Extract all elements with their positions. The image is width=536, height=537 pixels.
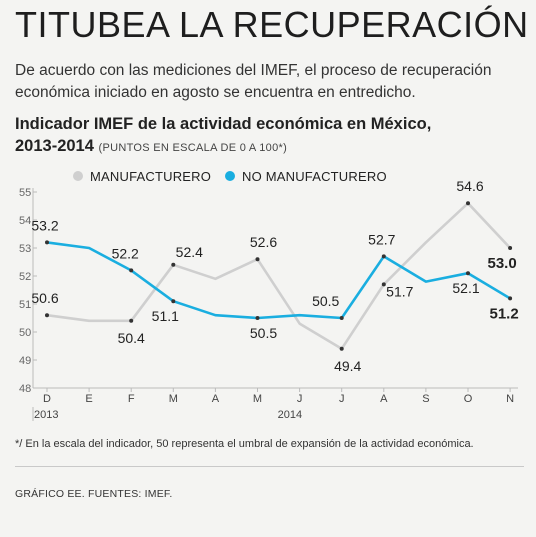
data-label: 51.2: [489, 305, 518, 322]
data-label: 51.1: [152, 308, 179, 324]
data-point: [466, 271, 470, 276]
data-point: [171, 299, 176, 304]
source-credit: GRÁFICO EE. FUENTES: IMEF.: [15, 488, 173, 500]
data-point: [381, 282, 386, 287]
data-point: [339, 316, 344, 320]
data-label: 53.2: [31, 217, 58, 233]
data-label: 52.1: [452, 280, 479, 296]
data-label: 51.7: [386, 283, 413, 299]
data-point: [171, 262, 176, 267]
y-tick-label: 55: [19, 187, 31, 199]
data-label: 50.4: [118, 330, 145, 346]
x-tick-label: A: [380, 393, 388, 405]
x-tick-label: F: [128, 393, 135, 405]
data-label: 52.7: [368, 231, 395, 247]
data-label: 52.2: [112, 245, 139, 261]
year-label: 2014: [278, 409, 302, 421]
headline: TITUBEA LA RECUPERACIÓN: [15, 4, 529, 45]
year-label: 2013: [34, 409, 58, 421]
data-point: [255, 316, 260, 320]
data-point: [381, 254, 386, 259]
x-tick-label: E: [85, 393, 92, 405]
x-tick-label: D: [43, 393, 51, 405]
legend-swatch: [225, 171, 235, 181]
data-label: 53.0: [487, 255, 516, 272]
data-label: 50.5: [312, 293, 339, 309]
chart-title-years: 2013-2014: [15, 137, 94, 155]
y-tick-label: 54: [19, 215, 31, 227]
y-tick-label: 50: [19, 327, 31, 339]
legend-swatch: [73, 171, 83, 181]
data-point: [466, 201, 470, 206]
data-point: [508, 296, 513, 301]
x-tick-label: M: [169, 393, 178, 405]
legend-label: NO MANUFACTURERO: [242, 169, 387, 184]
chart-title-note: (PUNTOS EN ESCALA DE 0 A 100*): [98, 142, 288, 154]
data-label: 49.4: [334, 358, 361, 374]
legend-label: MANUFACTURERO: [90, 169, 211, 184]
divider: [15, 466, 524, 467]
chart-title-main: Indicador IMEF de la actividad económica…: [15, 115, 432, 133]
data-label: 54.6: [456, 178, 483, 194]
y-tick-label: 52: [19, 271, 31, 283]
x-tick-label: S: [422, 393, 429, 405]
y-tick-label: 49: [19, 355, 31, 367]
x-tick-label: A: [212, 393, 220, 405]
deck-text: De acuerdo con las mediciones del IMEF, …: [15, 62, 492, 101]
data-label: 50.5: [250, 325, 277, 341]
line-chart: 48 49 50 51 52 53 54 55 D E F M A M J J A S O N 2013 2014 MANU…: [19, 169, 519, 421]
chart-title: Indicador IMEF de la actividad económica…: [15, 113, 530, 159]
x-tick-label: M: [253, 393, 262, 405]
y-tick-label: 51: [19, 299, 31, 311]
x-tick-label: O: [464, 393, 473, 405]
y-tick-label: 53: [19, 243, 31, 255]
data-label: 52.4: [176, 244, 203, 260]
footnote: */ En la escala del indicador, 50 repres…: [15, 438, 474, 450]
data-point: [255, 257, 260, 262]
data-point: [508, 246, 513, 250]
data-point: [45, 313, 49, 318]
x-tick-label: N: [506, 393, 514, 405]
data-point: [129, 318, 134, 323]
series-line: [46, 241, 511, 320]
x-tick-label: J: [297, 393, 303, 405]
x-tick-label: J: [339, 393, 345, 405]
y-tick-label: 48: [19, 383, 31, 395]
data-point: [45, 240, 49, 245]
data-point: [129, 268, 134, 273]
data-point: [339, 346, 344, 351]
data-label: 50.6: [31, 290, 58, 306]
series-line: [46, 201, 512, 351]
data-label: 52.6: [250, 234, 277, 250]
